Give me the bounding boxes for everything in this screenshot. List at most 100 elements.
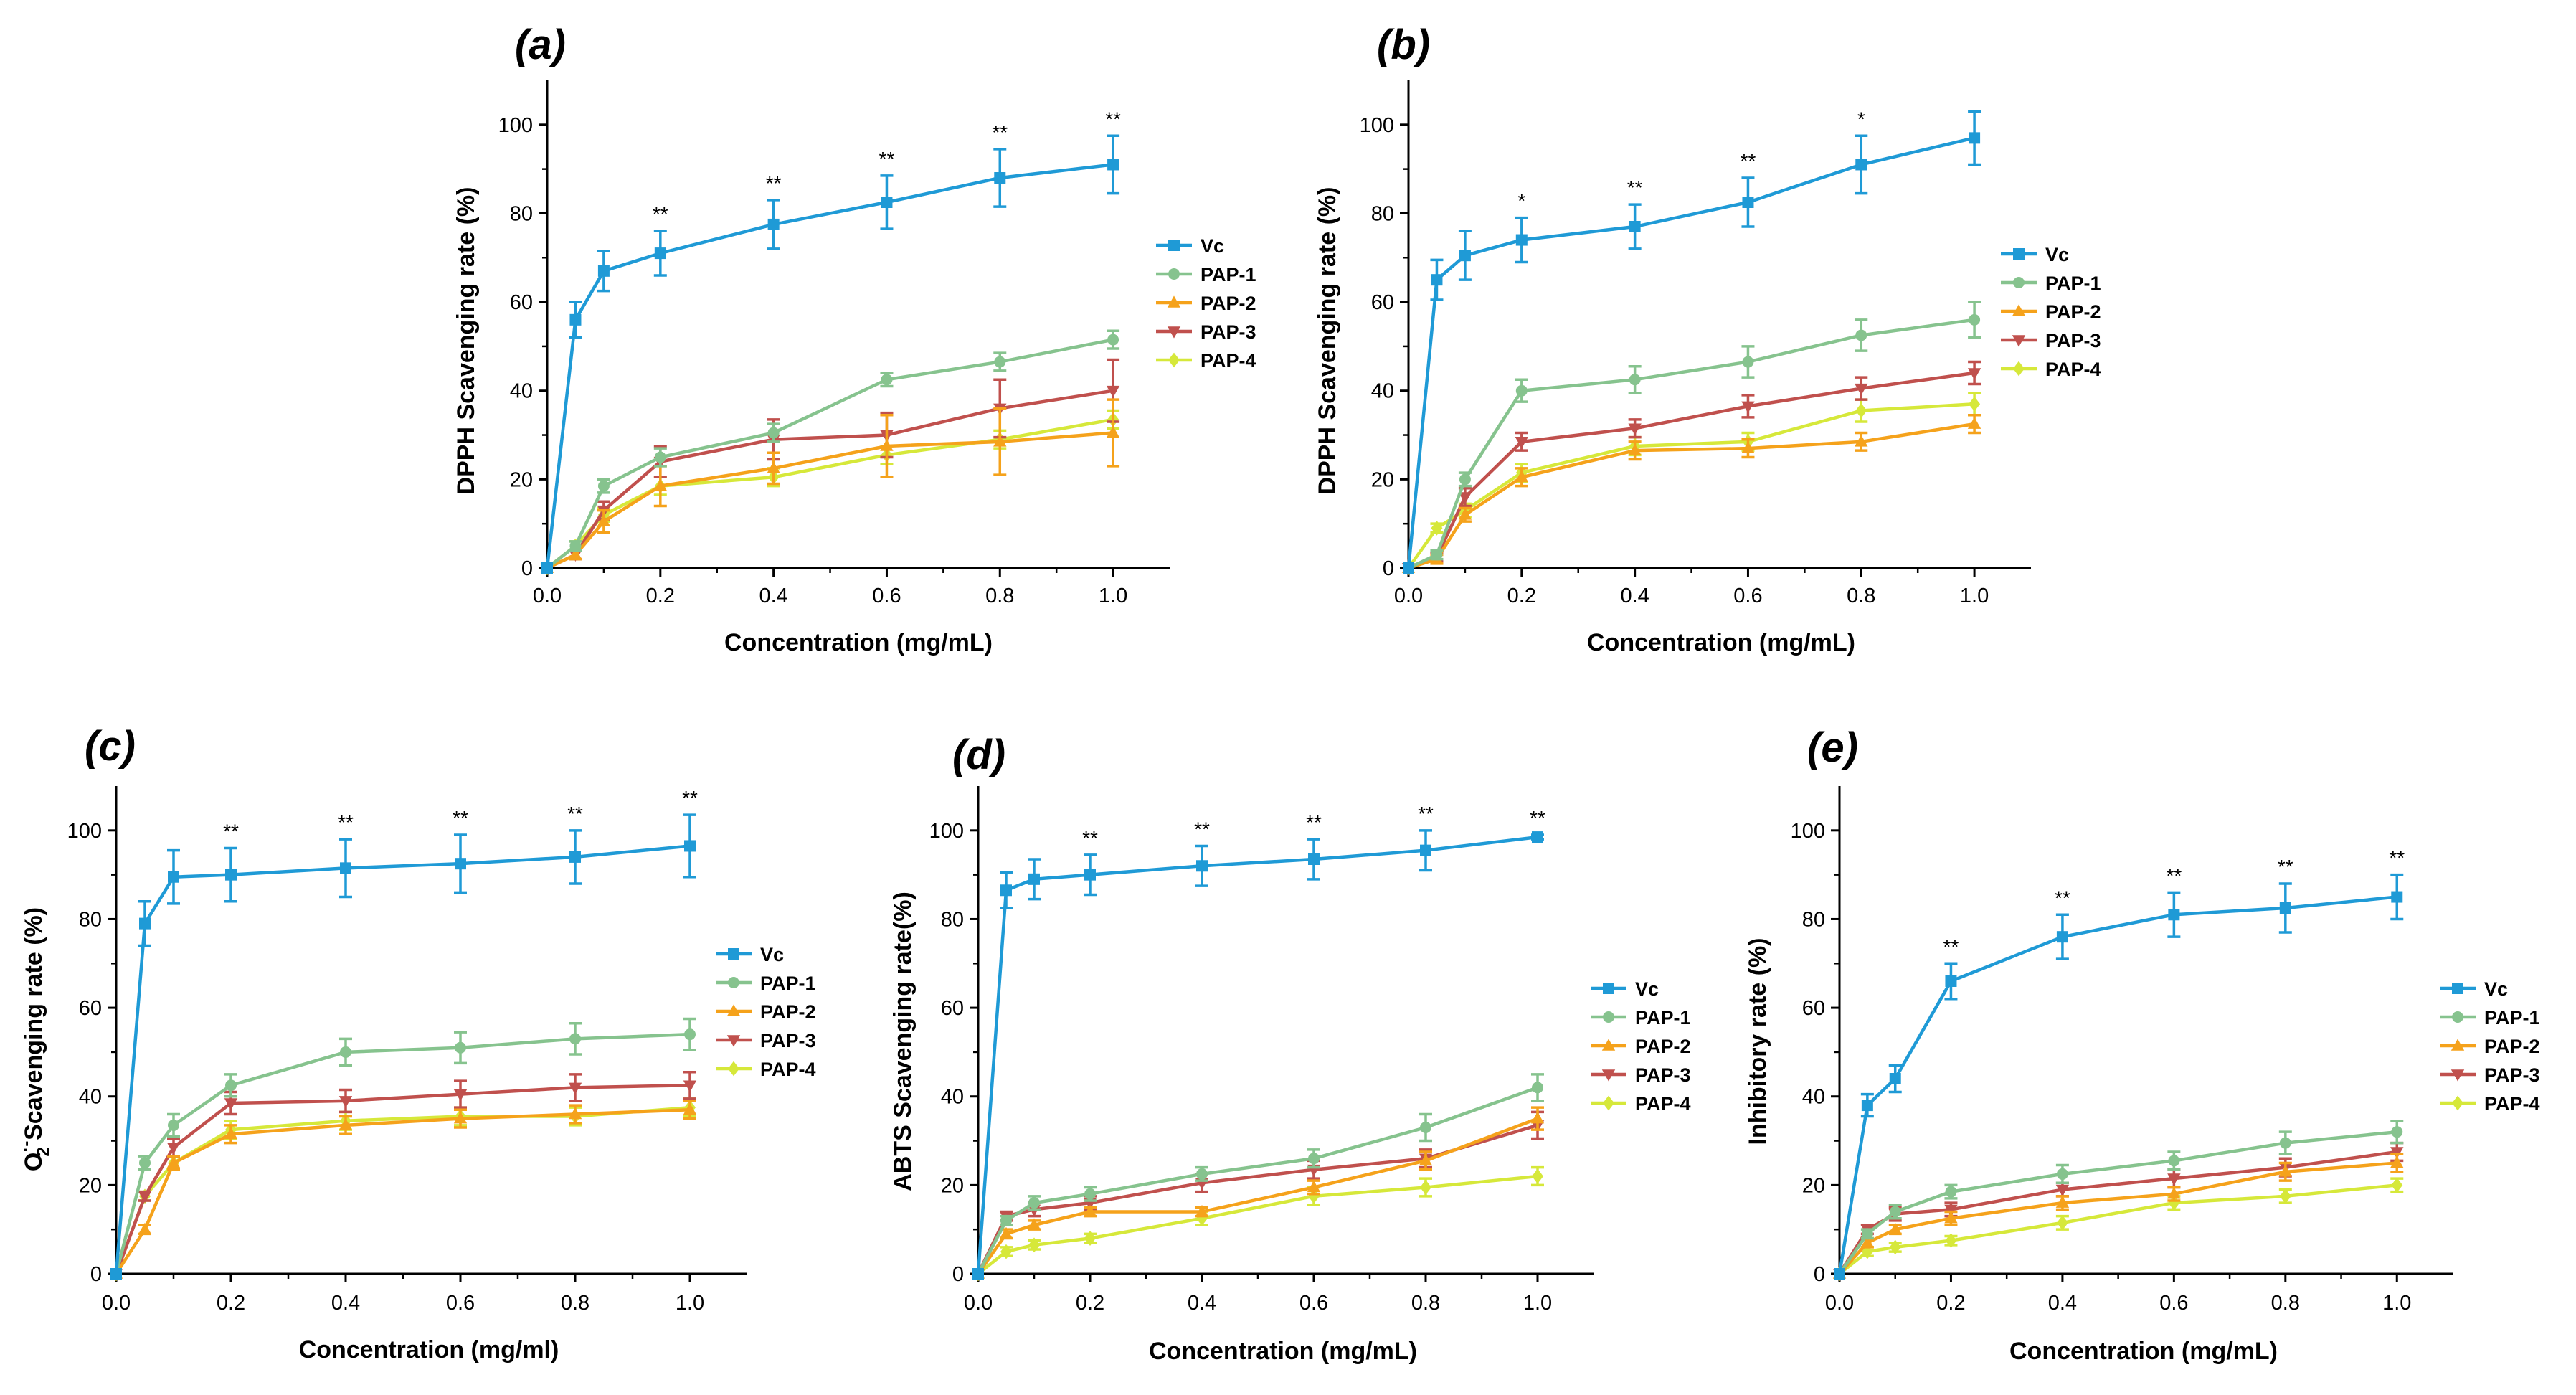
y-axis-title-c-prefix: O [20, 1153, 47, 1171]
data-point-pap-4-e [1945, 1233, 1957, 1249]
data-point-pap-1-a [994, 356, 1006, 368]
data-point-pap-1-c [225, 1079, 237, 1092]
x-tick-label-b: 0.8 [1847, 585, 1875, 607]
x-tick-label-c: 0.8 [561, 1292, 589, 1315]
data-point-pap-2-c [338, 1118, 353, 1130]
data-point-pap-1-e [1889, 1206, 1901, 1218]
data-point-pap-4-b [1431, 520, 1443, 536]
panel-label-b: (b) [1377, 22, 1430, 68]
significance-marker-e: ** [2166, 864, 2182, 886]
data-point-vc-b [1431, 274, 1443, 286]
data-point-pap-1-e [2056, 1168, 2068, 1180]
legend-label-vc-e: Vc [2484, 978, 2508, 1000]
x-tick-label-e: 0.4 [2048, 1292, 2077, 1315]
y-tick-label-e: 40 [1802, 1086, 1825, 1109]
data-point-pap-2-d [1419, 1153, 1433, 1166]
data-point-pap-1-d [1196, 1168, 1208, 1180]
data-point-pap-2-e [1944, 1211, 1958, 1224]
x-axis-title-b: Concentration (mg/mL) [1587, 629, 1855, 656]
panel-label-a: (a) [515, 22, 566, 68]
legend-marker-pap-1-c [728, 977, 739, 988]
legend-label-pap-1-b: PAP-1 [2045, 273, 2101, 294]
y-tick-label-e: 80 [1802, 908, 1825, 931]
x-tick-label-e: 0.0 [1825, 1292, 1854, 1315]
data-point-pap-1-a [767, 427, 780, 439]
data-point-pap-2-b [1628, 443, 1642, 455]
significance-marker-a: ** [653, 203, 668, 225]
data-point-pap-3-c [138, 1191, 152, 1204]
data-point-vc-e [2056, 931, 2068, 943]
legend-marker-pap-4-d [1603, 1095, 1614, 1111]
data-point-vc-e [2279, 902, 2291, 914]
legend-label-pap-4-a: PAP-4 [1201, 350, 1256, 372]
data-point-pap-4-e [2168, 1195, 2180, 1211]
data-point-pap-2-b [1515, 470, 1529, 483]
data-point-vc-c [168, 871, 179, 883]
data-point-vc-e [2391, 891, 2403, 903]
significance-marker-b: ** [1741, 150, 1756, 172]
data-point-pap-2-c [568, 1107, 582, 1120]
significance-marker-a: ** [766, 172, 782, 194]
significance-marker-e: ** [2389, 847, 2405, 869]
data-point-vc-b [1855, 159, 1867, 171]
series-line-pap-1-b [1408, 318, 1975, 570]
significance-marker-c: ** [682, 787, 698, 809]
panel-a: (a) DPPH Scavenging rate (%) Concentrati… [453, 22, 1256, 656]
y-axis-title-b: DPPH Scavenging rate (%) [1314, 187, 1341, 495]
legend-marker-pap-2-c [726, 1004, 741, 1016]
legend-marker-pap-1-b [2013, 277, 2025, 288]
y-tick-label-a: 100 [498, 114, 533, 137]
x-tick-label-c: 0.0 [102, 1292, 131, 1315]
data-point-pap-1-c [684, 1028, 696, 1041]
legend-label-pap-2-e: PAP-2 [2484, 1036, 2540, 1057]
y-tick-label-c: 80 [79, 908, 102, 931]
data-point-pap-3-c [683, 1080, 697, 1092]
legend-label-pap-3-e: PAP-3 [2484, 1064, 2540, 1086]
legend-marker-pap-3-d [1601, 1069, 1616, 1082]
data-point-pap-4-e [2279, 1188, 2291, 1204]
data-point-vc-a [541, 562, 553, 574]
data-point-pap-2-e [2055, 1196, 2070, 1208]
legend-marker-pap-2-e [2450, 1039, 2465, 1051]
x-tick-label-a: 0.4 [759, 585, 787, 607]
data-point-pap-2-a [569, 547, 582, 560]
y-tick-label-d: 100 [929, 820, 964, 843]
data-point-vc-b [1459, 250, 1471, 262]
data-point-vc-c [340, 862, 351, 874]
data-point-vc-c [569, 851, 581, 863]
data-point-pap-2-e [2167, 1187, 2181, 1199]
legend-marker-pap-4-b [2013, 361, 2025, 377]
x-tick-label-d: 1.0 [1523, 1292, 1552, 1315]
significance-marker-c: ** [567, 803, 583, 825]
y-axis-title-c-superscript: ·- [16, 1141, 36, 1153]
data-point-pap-1-b [1431, 549, 1443, 561]
data-point-vc-d [972, 1268, 984, 1280]
data-point-pap-3-c [338, 1096, 353, 1108]
data-point-pap-2-e [2278, 1165, 2293, 1177]
data-point-pap-2-a [597, 514, 611, 526]
data-point-vc-e [2168, 909, 2180, 921]
data-point-vc-a [654, 247, 666, 260]
data-point-pap-2-b [1458, 508, 1472, 520]
legend-marker-pap-4-c [728, 1061, 739, 1077]
data-point-vc-c [455, 858, 466, 870]
y-tick-label-d: 40 [941, 1086, 964, 1109]
series-line-pap-3-b [1408, 371, 1975, 570]
data-point-pap-3-c [224, 1098, 238, 1110]
significance-marker-b: ** [1627, 176, 1643, 199]
y-tick-label-c: 0 [90, 1263, 102, 1286]
significance-marker-b: * [1517, 190, 1525, 212]
panel-d: (d) ABTS Scavenging rate(%) Concentratio… [889, 732, 1691, 1365]
data-point-pap-1-b [1515, 384, 1528, 397]
y-tick-label-b: 60 [1371, 291, 1394, 314]
series-line-pap-2-e [1838, 1161, 2397, 1275]
x-tick-label-e: 1.0 [2382, 1292, 2411, 1315]
data-point-vc-e [1834, 1268, 1845, 1280]
legend-marker-pap-1-e [2452, 1011, 2463, 1023]
significance-marker-b: * [1857, 108, 1865, 130]
data-point-pap-3-b [1855, 383, 1868, 396]
y-tick-label-b: 80 [1371, 202, 1394, 225]
data-point-pap-2-c [453, 1112, 468, 1124]
data-point-pap-1-b [1742, 356, 1754, 368]
data-point-vc-e [1889, 1073, 1901, 1084]
